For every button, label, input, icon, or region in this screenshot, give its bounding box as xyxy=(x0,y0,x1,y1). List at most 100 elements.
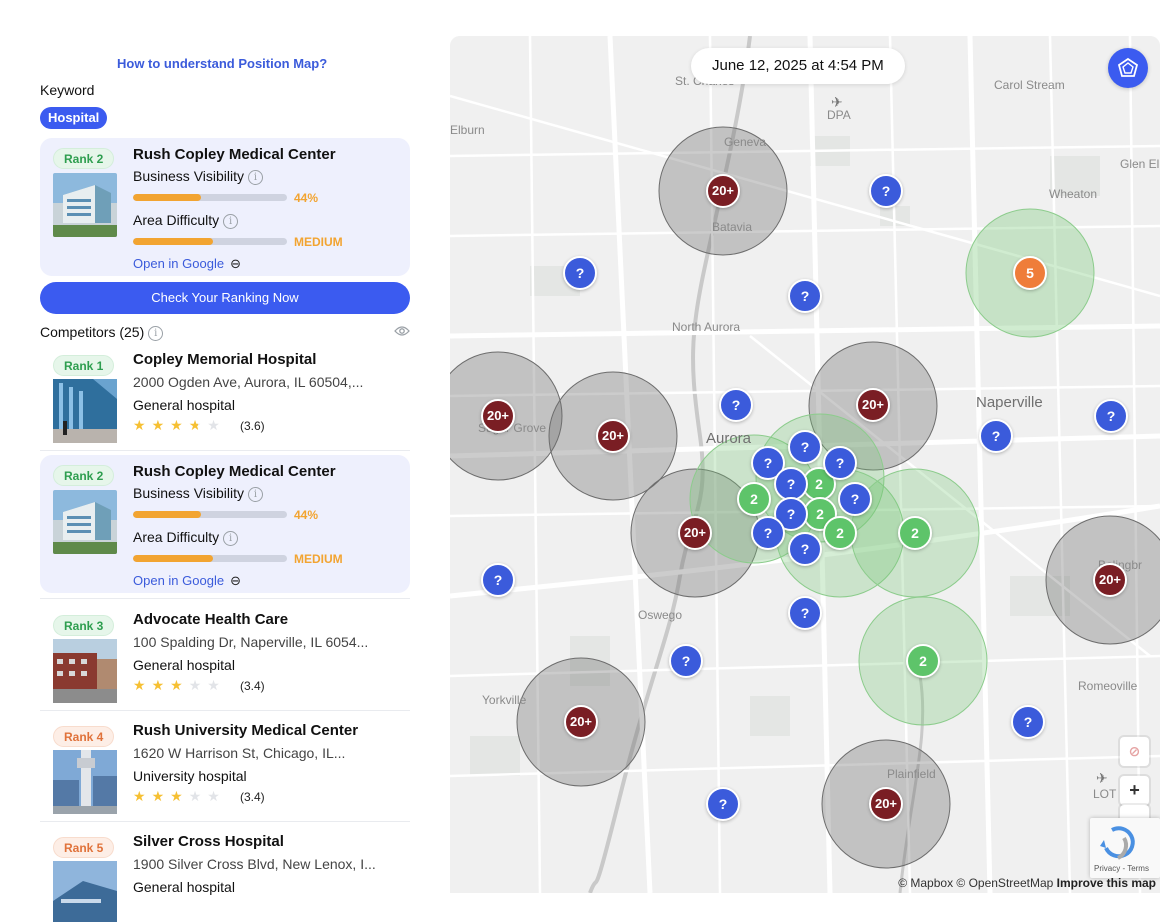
info-icon[interactable]: i xyxy=(148,326,164,341)
rank-marker-20plus[interactable]: 20+ xyxy=(481,399,515,433)
rank-marker-2[interactable]: 2 xyxy=(737,482,771,516)
rank-marker-20plus[interactable]: 20+ xyxy=(678,516,712,550)
rank-marker-unknown[interactable]: ? xyxy=(669,644,703,678)
rank-marker-20plus[interactable]: 20+ xyxy=(564,705,598,739)
rank-marker-unknown[interactable]: ? xyxy=(706,787,740,821)
competitor-address: 2000 Ogden Ave, Aurora, IL 60504,... xyxy=(133,374,364,390)
info-icon[interactable]: i xyxy=(223,214,239,229)
rank-marker-5[interactable]: 5 xyxy=(1013,256,1047,290)
check-ranking-button[interactable]: Check Your Ranking Now xyxy=(40,282,410,314)
rank-marker-unknown[interactable]: ? xyxy=(788,596,822,630)
map-label: Aurora xyxy=(706,430,752,447)
map-label: Elburn xyxy=(450,123,485,137)
map-label: Carol Stream xyxy=(994,78,1065,92)
info-icon[interactable]: i xyxy=(248,487,264,502)
reset-location-icon[interactable]: ⊘ xyxy=(1120,737,1149,766)
map-label: Oswego xyxy=(638,608,683,622)
divider xyxy=(40,710,410,711)
rank-badge: Rank 5 xyxy=(53,837,115,858)
visibility-value: 44% xyxy=(294,191,319,205)
competitor-row[interactable]: Rank 1 Copley Memorial Hospital 2000 Ogd… xyxy=(40,350,410,458)
competitor-address: 1900 Silver Cross Blvd, New Lenox, I... xyxy=(133,856,376,872)
results-panel: How to understand Position Map? Keyword … xyxy=(0,0,450,922)
eye-icon[interactable] xyxy=(394,325,410,337)
competitor-row[interactable]: Rank 5 Silver Cross Hospital 1900 Silver… xyxy=(40,832,410,922)
business-photo xyxy=(53,173,117,237)
zoom-in-button[interactable]: + xyxy=(1120,776,1149,805)
star-rating: ★★★★★ xyxy=(133,788,226,804)
pentagon-icon[interactable] xyxy=(1108,48,1148,88)
improve-map-link[interactable]: Improve this map xyxy=(1056,876,1156,890)
rank-marker-unknown[interactable]: ? xyxy=(481,563,515,597)
map-label: Plainfield xyxy=(887,767,936,781)
info-icon[interactable]: i xyxy=(223,531,239,546)
map-label: Glen El xyxy=(1120,157,1160,171)
visibility-value: 44% xyxy=(294,508,319,522)
rating-value: (3.4) xyxy=(240,790,265,804)
position-map[interactable]: St. Charles Carol Stream Elburn Geneva ✈… xyxy=(450,36,1160,893)
recaptcha-text: Privacy - Terms xyxy=(1094,864,1149,873)
map-label: North Aurora xyxy=(672,320,741,334)
rank-marker-unknown[interactable]: ? xyxy=(774,467,808,501)
rank-marker-unknown[interactable]: ? xyxy=(1011,705,1045,739)
rank-marker-2[interactable]: 2 xyxy=(898,516,932,550)
rank-marker-20plus[interactable]: 20+ xyxy=(856,388,890,422)
open-in-google-link[interactable]: Open in Google ⊖ xyxy=(133,573,241,588)
rank-marker-unknown[interactable]: ? xyxy=(719,388,753,422)
visibility-label: Business Visibility i xyxy=(133,168,264,185)
business-card-in-list[interactable]: Rank 2 Rush Copley Medical Center Busine… xyxy=(40,455,410,593)
rank-marker-unknown[interactable]: ? xyxy=(838,482,872,516)
competitor-category: General hospital xyxy=(133,657,235,673)
keyword-chip[interactable]: Hospital xyxy=(40,107,108,129)
rank-marker-unknown[interactable]: ? xyxy=(788,430,822,464)
competitor-photo xyxy=(53,750,117,814)
rating-value: (3.4) xyxy=(240,679,265,693)
airport-icon: ✈ xyxy=(1096,770,1108,786)
airport-icon: ✈ xyxy=(831,94,843,110)
map-label: Batavia xyxy=(712,220,753,234)
recaptcha-badge[interactable]: Privacy - Terms xyxy=(1090,818,1160,878)
rank-marker-20plus[interactable]: 20+ xyxy=(869,787,903,821)
visibility-bar xyxy=(133,511,287,518)
visibility-bar xyxy=(133,194,287,201)
help-link[interactable]: How to understand Position Map? xyxy=(117,56,328,71)
rank-badge: Rank 3 xyxy=(53,615,115,636)
map-label: Yorkville xyxy=(482,693,527,707)
rank-badge: Rank 1 xyxy=(53,355,115,376)
open-in-google-link[interactable]: Open in Google ⊖ xyxy=(133,256,241,271)
rank-marker-unknown[interactable]: ? xyxy=(979,419,1013,453)
rank-marker-2[interactable]: 2 xyxy=(906,644,940,678)
competitors-heading: Competitors (25) i xyxy=(40,324,164,341)
rank-badge: Rank 2 xyxy=(53,465,115,486)
map-label: LOT xyxy=(1093,787,1117,801)
rank-marker-unknown[interactable]: ? xyxy=(751,516,785,550)
rank-marker-unknown[interactable]: ? xyxy=(869,174,903,208)
competitor-row[interactable]: Rank 3 Advocate Health Care 100 Spalding… xyxy=(40,610,410,718)
divider xyxy=(40,598,410,599)
difficulty-bar xyxy=(133,555,287,562)
difficulty-bar xyxy=(133,238,287,245)
rank-marker-20plus[interactable]: 20+ xyxy=(706,174,740,208)
rank-marker-2[interactable]: 2 xyxy=(823,516,857,550)
rank-marker-unknown[interactable]: ? xyxy=(788,279,822,313)
difficulty-value: MEDIUM xyxy=(294,235,343,249)
rank-marker-20plus[interactable]: 20+ xyxy=(596,419,630,453)
rank-marker-unknown[interactable]: ? xyxy=(788,532,822,566)
competitor-category: General hospital xyxy=(133,879,235,895)
info-icon[interactable]: i xyxy=(248,170,264,185)
rating-value: (3.6) xyxy=(240,419,265,433)
competitor-category: University hospital xyxy=(133,768,247,784)
competitor-name: Rush University Medical Center xyxy=(133,722,359,739)
competitor-address: 100 Spalding Dr, Naperville, IL 6054... xyxy=(133,634,369,650)
star-rating: ★★★★★ xyxy=(133,677,226,693)
rank-marker-unknown[interactable]: ? xyxy=(563,256,597,290)
map-label: DPA xyxy=(827,108,851,122)
visibility-label: Business Visibility i xyxy=(133,485,264,502)
competitor-row[interactable]: Rank 4 Rush University Medical Center 16… xyxy=(40,721,410,829)
rank-marker-unknown[interactable]: ? xyxy=(1094,399,1128,433)
divider xyxy=(40,821,410,822)
map-label: Wheaton xyxy=(1049,187,1098,201)
rank-marker-20plus[interactable]: 20+ xyxy=(1093,563,1127,597)
rank-marker-unknown[interactable]: ? xyxy=(823,446,857,480)
